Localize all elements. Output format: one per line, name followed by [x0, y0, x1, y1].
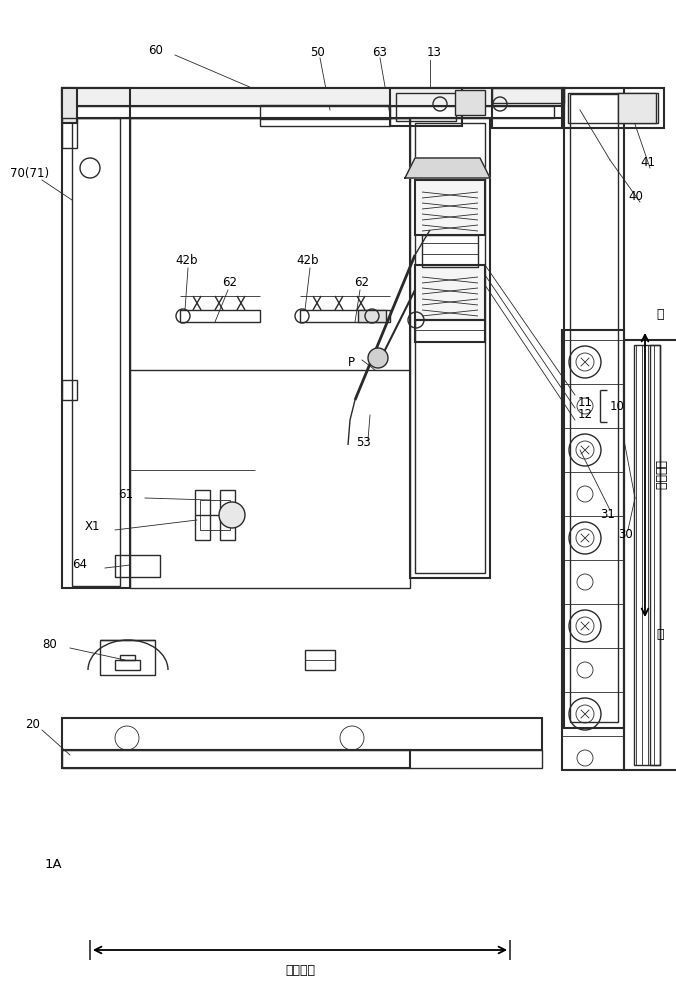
Text: 41: 41 [640, 156, 655, 169]
Bar [72, 118, 120, 586]
Text: 垂直方向: 垂直方向 [285, 964, 315, 976]
Circle shape [368, 348, 388, 368]
Bar [562, 330, 624, 770]
Bar [62, 750, 542, 768]
Bar [62, 118, 77, 148]
Bar [62, 88, 564, 106]
Bar [100, 640, 155, 675]
Bar [415, 180, 485, 235]
Bar [568, 93, 658, 123]
Bar [115, 555, 160, 577]
Text: 左: 左 [656, 629, 664, 642]
Bar [62, 88, 77, 123]
Bar [72, 106, 554, 118]
Bar [618, 93, 656, 123]
Bar [62, 718, 542, 750]
Bar [200, 500, 230, 530]
Bar [455, 90, 485, 115]
Text: 12: 12 [578, 408, 593, 422]
Text: 61: 61 [118, 488, 133, 500]
Text: 53: 53 [356, 436, 370, 450]
Bar [390, 88, 462, 126]
Bar [195, 490, 210, 540]
Text: 10: 10 [610, 399, 625, 412]
Text: 40: 40 [628, 190, 643, 202]
Text: 64: 64 [72, 558, 87, 570]
Bar [562, 88, 664, 128]
Bar [62, 88, 564, 118]
Bar [358, 310, 386, 322]
Text: 水平方向: 水平方向 [654, 460, 667, 490]
Polygon shape [405, 158, 490, 178]
Text: P: P [348, 356, 355, 368]
Text: 20: 20 [25, 718, 40, 730]
Bar [180, 310, 260, 322]
Text: 62: 62 [354, 275, 369, 288]
Text: 1A: 1A [45, 858, 63, 871]
Text: 13: 13 [427, 45, 442, 58]
Bar [62, 380, 77, 400]
Text: X1: X1 [85, 520, 101, 534]
Text: 62: 62 [222, 275, 237, 288]
Bar [634, 345, 660, 765]
Bar [415, 265, 485, 320]
Text: 42b: 42b [175, 253, 197, 266]
Bar [62, 88, 130, 588]
Text: 70(71): 70(71) [10, 166, 49, 180]
Text: 31: 31 [600, 508, 615, 522]
Bar [415, 320, 485, 342]
Bar [650, 345, 660, 765]
Text: 42b: 42b [296, 253, 318, 266]
Bar [300, 310, 390, 322]
Circle shape [219, 502, 245, 528]
Bar [570, 94, 618, 722]
Bar [415, 123, 485, 573]
Bar [564, 88, 624, 728]
Bar [115, 660, 140, 670]
Bar [130, 118, 410, 588]
Text: 50: 50 [310, 45, 324, 58]
Text: 80: 80 [42, 638, 57, 650]
Bar [492, 88, 564, 103]
Bar [305, 650, 335, 670]
Text: 60: 60 [148, 43, 163, 56]
Text: 30: 30 [618, 528, 633, 542]
Bar [220, 490, 235, 540]
Bar [260, 105, 390, 119]
Bar [260, 118, 390, 126]
Text: 63: 63 [372, 45, 387, 58]
Text: 11: 11 [578, 395, 593, 408]
Bar [410, 118, 490, 578]
Text: 右: 右 [656, 308, 664, 322]
Bar [624, 340, 676, 770]
Bar [396, 93, 456, 121]
Bar [62, 750, 410, 768]
Bar [422, 235, 478, 267]
Bar [492, 88, 564, 128]
Bar [120, 655, 135, 660]
